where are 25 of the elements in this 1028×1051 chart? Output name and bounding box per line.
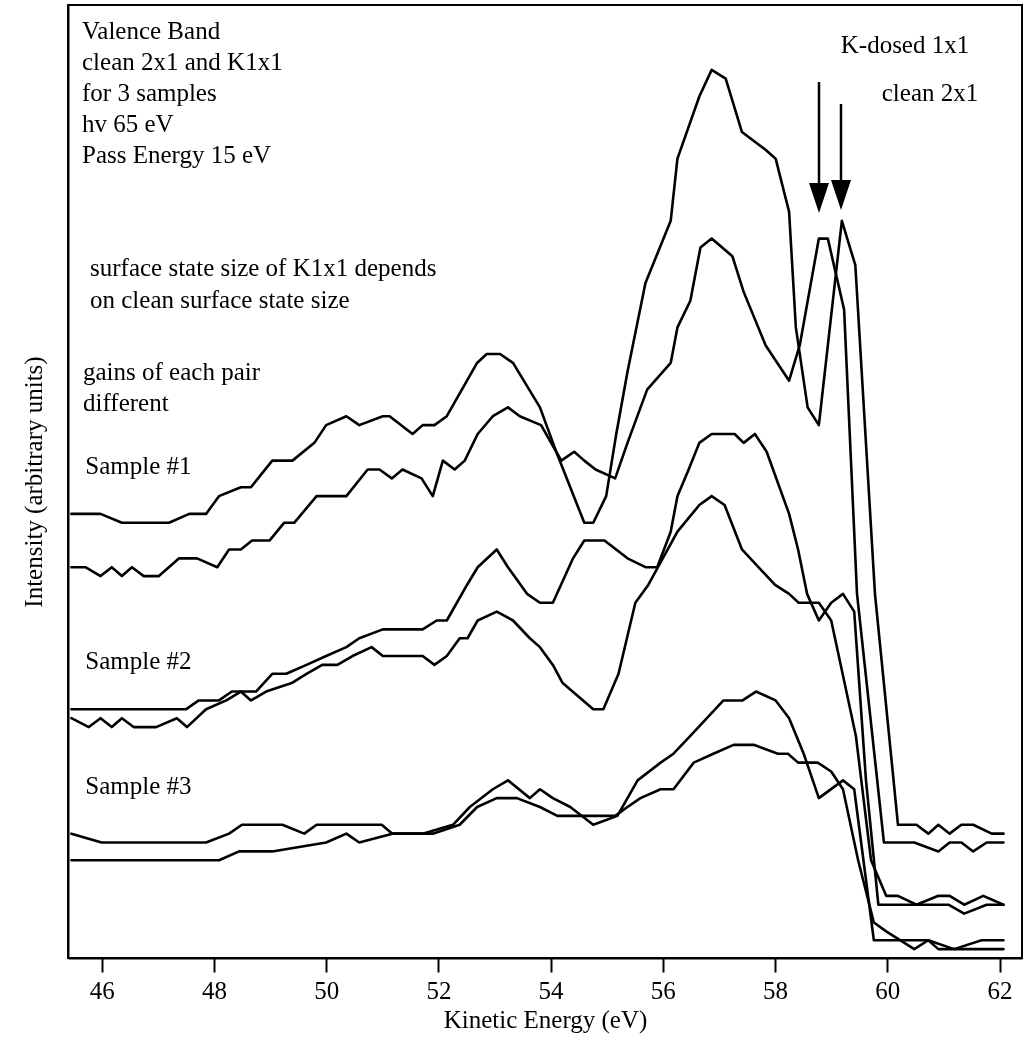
x-tick-label: 60 bbox=[875, 976, 901, 1004]
annotation: on clean surface state size bbox=[90, 286, 350, 313]
annotation: surface state size of K1x1 depends bbox=[90, 254, 437, 281]
text: Valence Band bbox=[82, 17, 221, 44]
annotation: for 3 samples bbox=[82, 79, 217, 106]
x-tick-label: 56 bbox=[650, 976, 676, 1004]
x-axis-title: Kinetic Energy (eV) bbox=[443, 1005, 648, 1034]
annotation: clean 2x1 bbox=[881, 79, 979, 106]
annotation: hv 65 eV bbox=[82, 110, 174, 137]
annotation: different bbox=[83, 389, 169, 416]
y-axis-title: Intensity (arbitrary units) bbox=[19, 356, 48, 608]
series-label: Sample #2 bbox=[85, 647, 192, 675]
series-label: Sample #1 bbox=[85, 451, 192, 479]
x-tick-label: 46 bbox=[89, 976, 115, 1004]
series-label: Sample #3 bbox=[85, 771, 192, 799]
text: K-dosed 1x1 bbox=[840, 31, 970, 58]
annotation: clean 2x1 and K1x1 bbox=[82, 48, 283, 75]
x-tick-label: 48 bbox=[201, 976, 227, 1004]
x-tick-label: 62 bbox=[987, 976, 1013, 1004]
annotation: Pass Energy 15 eV bbox=[82, 141, 272, 168]
x-tick-label: 50 bbox=[314, 976, 340, 1004]
x-tick-label: 54 bbox=[538, 976, 565, 1004]
x-tick-label: 58 bbox=[763, 976, 789, 1004]
annotation: gains of each pair bbox=[83, 358, 261, 385]
x-tick-label: 52 bbox=[426, 976, 452, 1004]
